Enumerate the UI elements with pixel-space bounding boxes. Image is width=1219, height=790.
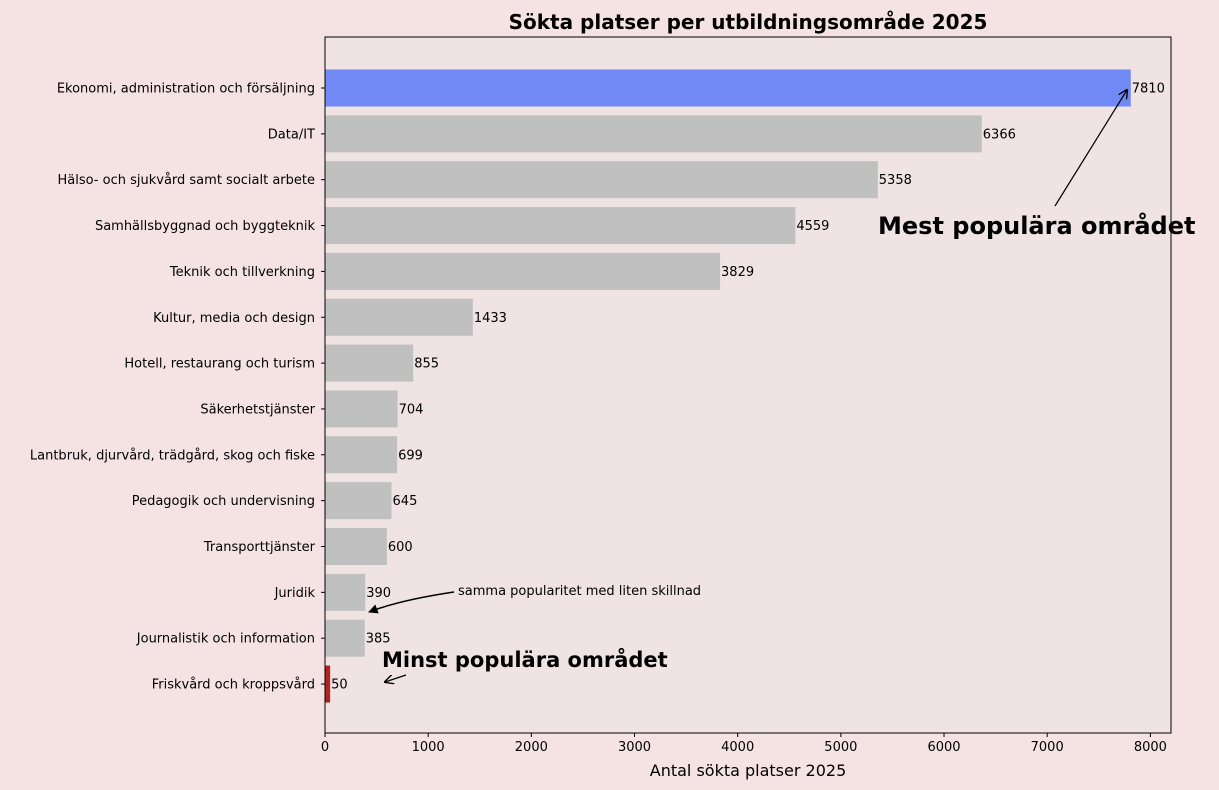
annotation-least-popular-arrow	[385, 674, 407, 682]
bar	[325, 436, 398, 474]
y-tick-label: Teknik och tillverkning	[169, 265, 315, 280]
y-tick-label: Samhällsbyggnad och byggteknik	[95, 219, 316, 234]
bar	[325, 207, 796, 245]
bar	[325, 252, 721, 290]
y-tick-label: Kultur, media och design	[153, 311, 315, 326]
bar	[325, 161, 878, 199]
annotation-least-popular: Minst populära området	[382, 647, 668, 672]
x-axis-label: Antal sökta platser 2025	[650, 761, 847, 780]
y-tick-label: Friskvård och kroppsvård	[152, 678, 315, 693]
bar	[325, 619, 365, 657]
annotation-most-popular-arrow	[1054, 90, 1127, 207]
y-tick-label: Hälso- och sjukvård samt socialt arbete	[57, 173, 315, 188]
data-label: 4559	[796, 219, 829, 234]
data-label: 699	[398, 448, 423, 463]
bar	[325, 528, 387, 565]
bar	[325, 482, 392, 520]
x-tick-label: 0	[321, 740, 329, 755]
bar	[325, 344, 414, 382]
x-tick-label: 1000	[412, 740, 445, 755]
value-labels-group: 7810 6366 5358 4559 3829 1433 855 704 699 645 600 3…	[331, 82, 1165, 693]
annotation-similar-arrow	[368, 591, 455, 614]
bar	[325, 573, 366, 611]
data-label: 6366	[983, 127, 1016, 142]
bar	[325, 115, 982, 153]
x-axis-ticks: 0 1000 2000 3000 4000 5000 6000 7000 8000	[321, 733, 1167, 755]
data-label: 3829	[721, 265, 754, 280]
y-axis-ticks: Ekonomi, administration och försäljning D…	[30, 82, 325, 693]
y-tick-label: Pedagogik och undervisning	[132, 494, 315, 509]
bar	[325, 69, 1131, 107]
y-tick-label: Ekonomi, administration och försäljning	[57, 82, 315, 97]
data-label: 7810	[1132, 82, 1165, 97]
data-label: 600	[388, 540, 413, 555]
x-tick-label: 5000	[824, 740, 857, 755]
data-label: 704	[399, 402, 424, 417]
plot-area	[325, 37, 1171, 733]
y-tick-label: Journalistik och information	[136, 632, 315, 647]
y-tick-label: Data/IT	[268, 127, 315, 142]
plot-frame	[324, 36, 1172, 734]
data-label: 390	[366, 586, 391, 601]
chart-title: Sökta platser per utbildningsområde 2025	[509, 10, 988, 34]
y-tick-label: Juridik	[274, 586, 316, 601]
bar	[325, 390, 398, 428]
data-label: 855	[414, 357, 439, 372]
data-label: 645	[393, 494, 418, 509]
bar	[325, 665, 331, 703]
y-tick-label: Lantbruk, djurvård, trädgård, skog och f…	[30, 448, 315, 463]
x-tick-label: 2000	[515, 740, 548, 755]
annotation-most-popular: Mest populära området	[878, 211, 1195, 240]
bars-group	[325, 69, 1131, 703]
y-tick-label: Hotell, restaurang och turism	[124, 357, 315, 372]
x-tick-label: 7000	[1031, 740, 1064, 755]
y-tick-label: Säkerhetstjänster	[200, 402, 315, 417]
data-label: 385	[366, 632, 391, 647]
data-label: 50	[331, 678, 348, 693]
bar	[325, 298, 473, 336]
x-tick-label: 6000	[927, 740, 960, 755]
data-label: 5358	[879, 173, 912, 188]
annotation-similar: samma popularitet med liten skillnad	[458, 584, 701, 599]
y-tick-label: Transporttjänster	[203, 540, 316, 555]
data-label: 1433	[474, 311, 507, 326]
x-tick-label: 3000	[618, 740, 651, 755]
x-tick-label: 8000	[1134, 740, 1167, 755]
x-tick-label: 4000	[721, 740, 754, 755]
